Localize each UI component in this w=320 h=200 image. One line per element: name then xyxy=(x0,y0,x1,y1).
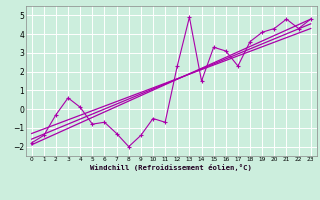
X-axis label: Windchill (Refroidissement éolien,°C): Windchill (Refroidissement éolien,°C) xyxy=(90,164,252,171)
